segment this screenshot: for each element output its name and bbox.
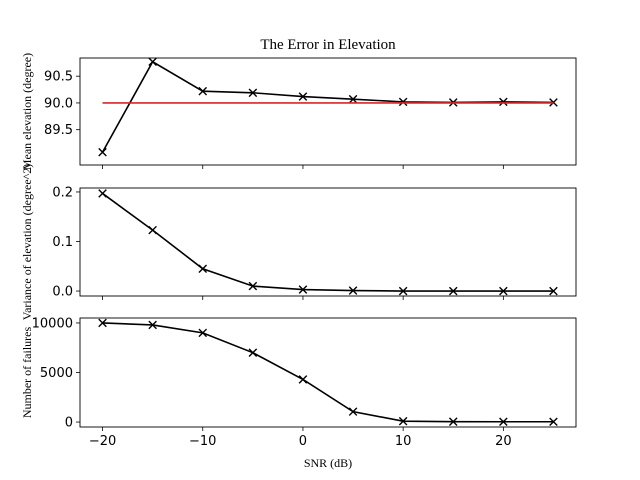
panel-1: 89.5 90.0 90.5 The Error in Elevation Mean e… [20, 37, 577, 170]
data-point-marker [499, 417, 508, 427]
data-point-marker [348, 94, 358, 104]
series-line-1 [102, 322, 554, 423]
y-tick-label: 90.5 [44, 70, 73, 85]
data-point-marker [448, 286, 458, 296]
y-tick-label: 89.5 [44, 123, 73, 138]
data-point-marker [248, 88, 258, 98]
y-tick-label: 10000 [32, 316, 73, 331]
y-tick-label: 90.0 [44, 96, 73, 111]
data-point-marker [98, 318, 107, 328]
data-point-marker [549, 286, 558, 296]
y-tick-label: 0.2 [52, 185, 73, 200]
data-point-marker [298, 285, 308, 294]
data-point-marker [148, 225, 157, 235]
data-point-marker [248, 348, 258, 357]
axes-frame [79, 57, 577, 166]
data-point-marker [549, 417, 558, 427]
series-line-1 [102, 192, 554, 292]
y-axis-label: Mean elevation (degree) [20, 53, 34, 170]
x-tick-label: 10 [395, 434, 412, 449]
data-point-marker [148, 320, 157, 330]
data-point-marker [398, 416, 408, 426]
x-axis-label: SNR (dB) [304, 456, 352, 470]
data-point-marker [298, 375, 308, 384]
data-point-marker [398, 97, 408, 107]
data-point-marker [448, 417, 458, 426]
y-tick-label: 0 [65, 416, 73, 431]
data-point-marker [348, 286, 358, 295]
data-point-marker [549, 98, 558, 107]
data-point-marker [148, 57, 157, 67]
x-tick-label: 20 [495, 434, 512, 449]
data-point-marker [298, 92, 308, 101]
data-point-marker [499, 97, 508, 107]
data-point-marker [98, 147, 107, 157]
data-point-marker [499, 286, 508, 296]
axes-frame [79, 187, 577, 297]
x-tick-label: −20 [89, 434, 116, 449]
data-point-marker [248, 281, 258, 291]
y-tick-label: 5000 [40, 366, 73, 381]
panel-2: 0.0 0.1 0.2 Variance of elevation (degree^2… [20, 164, 577, 321]
x-tick-label: −10 [189, 434, 216, 449]
chart-title: The Error in Elevation [260, 37, 396, 53]
data-point-marker [198, 328, 208, 338]
data-point-marker [198, 264, 208, 274]
y-axis-label: Variance of elevation (degree^2) [20, 164, 34, 321]
data-point-marker [348, 407, 358, 416]
data-point-marker [198, 86, 208, 96]
panels: 89.5 90.0 90.5 The Error in Elevation Mean e… [20, 37, 577, 470]
y-axis-label: Number of failures [20, 327, 34, 419]
y-tick-label: 0.1 [52, 235, 73, 250]
data-point-marker [398, 286, 408, 296]
series-line-1 [101, 60, 554, 153]
y-tick-label: 0.0 [52, 285, 73, 300]
x-tick-label: 0 [299, 434, 307, 449]
data-point-marker [98, 189, 107, 198]
axes-frame [79, 317, 577, 428]
